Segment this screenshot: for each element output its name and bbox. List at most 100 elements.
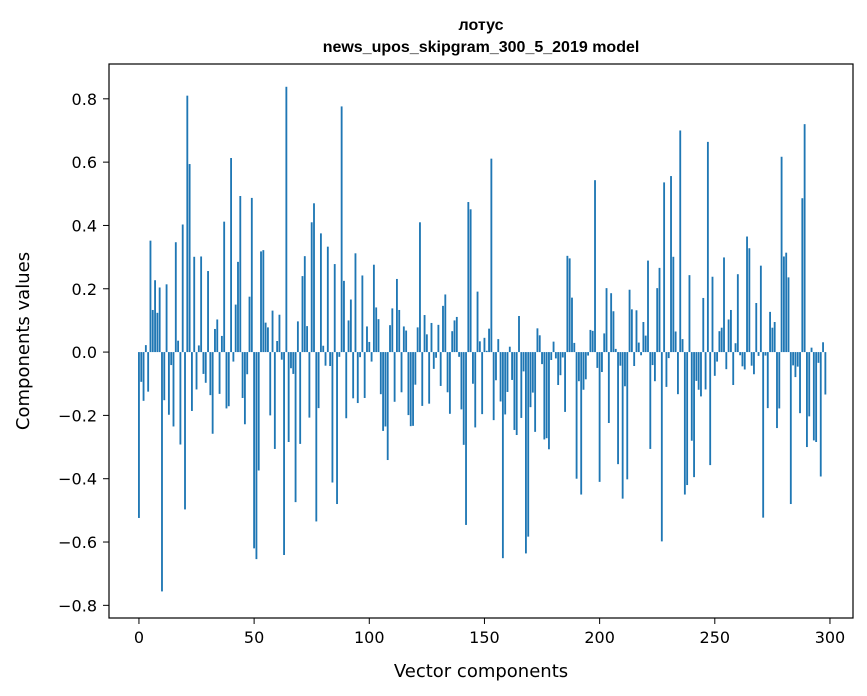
bar-140 xyxy=(460,352,463,410)
bar-15 xyxy=(172,352,175,427)
bar-238 xyxy=(686,352,689,486)
bar-74 xyxy=(308,352,311,418)
bar-27 xyxy=(200,256,203,353)
bar-120 xyxy=(414,352,417,385)
bar-221 xyxy=(647,260,649,353)
bar-136 xyxy=(451,331,454,353)
bar-163 xyxy=(513,352,516,430)
bar-248 xyxy=(709,352,712,466)
bar-294 xyxy=(815,352,818,442)
bar-224 xyxy=(653,352,656,382)
bar-44 xyxy=(239,196,242,353)
bar-98 xyxy=(363,352,366,398)
bar-187 xyxy=(568,258,571,353)
bar-113 xyxy=(398,309,401,353)
ticks-group: 0 50 100 150 200 250 300 −0.8 −0.6 −0.4 −0.2 0.0 0.2… xyxy=(58,90,845,647)
bar-156 xyxy=(497,339,500,353)
bar-291 xyxy=(808,352,811,417)
bar-203 xyxy=(605,288,608,353)
bar-152 xyxy=(488,328,490,353)
bar-80 xyxy=(322,345,325,353)
bar-104 xyxy=(377,319,380,353)
bar-107 xyxy=(384,352,387,427)
bar-112 xyxy=(396,278,398,353)
bar-61 xyxy=(278,314,281,353)
bar-209 xyxy=(619,352,622,366)
bar-245 xyxy=(702,297,705,353)
bar-222 xyxy=(649,352,652,449)
bar-64 xyxy=(285,86,288,353)
bar-121 xyxy=(416,327,419,353)
bar-30 xyxy=(207,271,209,353)
bar-168 xyxy=(525,352,527,554)
bar-207 xyxy=(614,348,617,353)
bar-105 xyxy=(379,352,382,395)
bar-139 xyxy=(458,352,461,357)
bar-29 xyxy=(204,352,207,383)
bar-167 xyxy=(522,352,525,372)
bar-89 xyxy=(343,280,345,353)
bar-48 xyxy=(248,296,251,353)
bar-69 xyxy=(296,321,299,353)
bar-21 xyxy=(186,95,189,353)
bar-231 xyxy=(670,176,672,353)
bar-280 xyxy=(782,256,785,353)
bar-225 xyxy=(656,288,659,353)
bar-87 xyxy=(338,352,341,357)
y-tick-label-4: 0.0 xyxy=(72,343,97,362)
bar-171 xyxy=(531,352,534,393)
bar-283 xyxy=(789,352,792,505)
bar-297 xyxy=(822,342,824,353)
bar-134 xyxy=(446,352,449,393)
bar-135 xyxy=(448,352,451,414)
bar-94 xyxy=(354,253,357,353)
bar-166 xyxy=(520,352,523,418)
bar-287 xyxy=(799,352,801,414)
bar-19 xyxy=(181,224,184,353)
bar-228 xyxy=(663,182,666,353)
bar-47 xyxy=(246,352,249,375)
bar-258 xyxy=(732,352,735,385)
bar-201 xyxy=(601,352,603,373)
bar-208 xyxy=(617,352,619,465)
x-tick-label-2: 100 xyxy=(354,628,385,647)
bar-85 xyxy=(333,264,336,353)
bar-20 xyxy=(184,352,186,510)
bar-18 xyxy=(179,352,182,445)
bar-210 xyxy=(621,352,624,499)
bar-279 xyxy=(780,156,783,353)
bar-247 xyxy=(706,141,709,353)
bar-83 xyxy=(329,352,332,367)
bar-159 xyxy=(504,352,507,415)
bar-227 xyxy=(660,352,663,542)
bar-7 xyxy=(154,280,156,353)
bar-131 xyxy=(439,352,442,386)
bar-242 xyxy=(695,352,698,381)
bar-229 xyxy=(665,352,668,387)
bar-183 xyxy=(559,352,562,376)
bar-133 xyxy=(444,294,447,353)
bar-277 xyxy=(776,352,778,429)
bar-0 xyxy=(138,352,140,518)
bar-129 xyxy=(435,352,437,358)
bar-241 xyxy=(693,352,695,478)
bar-170 xyxy=(529,352,532,408)
bar-289 xyxy=(803,124,806,353)
bar-226 xyxy=(658,267,661,353)
bar-51 xyxy=(255,352,258,560)
bar-88 xyxy=(340,106,343,353)
bar-58 xyxy=(271,310,274,353)
bar-269 xyxy=(757,352,760,356)
chart-title: лотус xyxy=(459,17,504,34)
bar-54 xyxy=(262,250,265,353)
bar-96 xyxy=(359,352,361,358)
bar-293 xyxy=(812,352,815,441)
bar-173 xyxy=(536,328,539,353)
bar-67 xyxy=(292,352,295,374)
bar-214 xyxy=(630,309,633,353)
bar-86 xyxy=(336,352,338,505)
bar-38 xyxy=(225,352,228,409)
bar-217 xyxy=(637,342,640,353)
bar-216 xyxy=(635,310,638,353)
bar-33 xyxy=(214,328,216,353)
